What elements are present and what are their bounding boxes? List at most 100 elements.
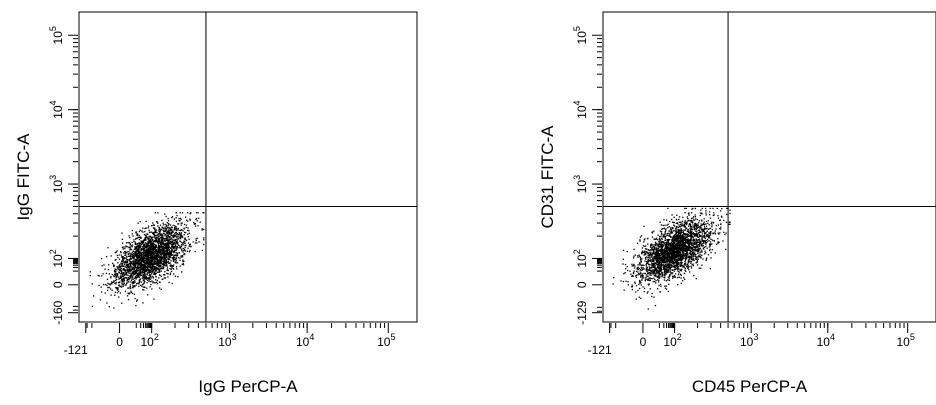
event-dot	[663, 266, 665, 268]
event-dot	[201, 228, 203, 230]
event-dot	[159, 274, 161, 277]
event-dot	[179, 220, 181, 222]
event-dot	[699, 238, 701, 240]
event-dot	[125, 277, 128, 279]
event-dot	[665, 230, 667, 232]
event-dot	[140, 267, 142, 269]
event-dot	[127, 264, 129, 266]
event-dot	[708, 232, 710, 234]
event-dot	[634, 265, 636, 267]
event-dot	[159, 281, 161, 283]
event-dot	[654, 262, 656, 265]
event-dot	[631, 284, 633, 286]
event-dot	[670, 263, 672, 265]
event-dot	[660, 254, 662, 257]
event-dot	[166, 239, 168, 241]
event-dot	[183, 234, 185, 236]
event-dot	[134, 281, 136, 283]
event-dot	[184, 231, 186, 234]
event-dot	[698, 219, 701, 222]
event-dot	[181, 263, 183, 265]
event-dot	[122, 285, 124, 288]
event-dot	[153, 272, 155, 274]
event-dot	[709, 237, 711, 239]
event-dot	[148, 250, 150, 252]
event-dot	[156, 254, 158, 256]
event-dot	[667, 258, 669, 261]
event-dot	[139, 272, 141, 274]
event-dot	[648, 279, 650, 282]
event-dot	[142, 231, 144, 233]
event-dot	[166, 253, 168, 255]
event-dot	[166, 251, 169, 253]
event-dot	[674, 234, 676, 236]
event-dot	[673, 230, 675, 232]
event-dot	[175, 233, 178, 235]
event-dot	[670, 232, 672, 234]
event-dot	[159, 266, 161, 268]
event-dot	[648, 283, 650, 285]
event-dot	[147, 262, 149, 264]
event-dot	[165, 227, 167, 230]
event-dot	[171, 244, 173, 246]
event-dot	[725, 248, 727, 251]
event-dot	[145, 245, 147, 247]
event-dot	[168, 250, 170, 252]
event-dot	[118, 254, 120, 256]
event-dot	[666, 259, 668, 262]
y-tick-exponent: 3	[48, 175, 58, 180]
event-dot	[693, 247, 696, 249]
event-dot	[685, 253, 688, 256]
event-dot	[668, 246, 670, 248]
event-dot	[144, 231, 146, 233]
event-dot	[698, 256, 701, 258]
event-dot	[670, 252, 672, 254]
event-dot	[695, 239, 697, 241]
event-dot	[128, 269, 130, 271]
event-dot	[163, 248, 165, 251]
event-dot	[139, 236, 141, 239]
event-dot	[672, 262, 674, 264]
event-dot	[119, 285, 121, 288]
event-dot	[671, 260, 673, 262]
event-dot	[651, 277, 653, 280]
event-dot	[692, 217, 694, 219]
event-dot	[703, 229, 705, 232]
event-dot	[138, 263, 140, 265]
event-dot	[657, 243, 659, 245]
event-dot	[684, 225, 686, 227]
x-axis-label: IgG PerCP-A	[198, 377, 298, 396]
event-dot	[684, 245, 687, 247]
event-dot	[691, 212, 693, 214]
event-dot	[140, 253, 143, 255]
event-dot	[153, 244, 155, 246]
event-dot	[640, 272, 642, 274]
event-dot	[697, 246, 699, 248]
event-dot	[684, 266, 686, 269]
event-dot	[675, 222, 677, 224]
event-dot	[627, 269, 629, 272]
event-dot	[157, 261, 160, 263]
event-dot	[688, 269, 690, 271]
event-dot	[122, 275, 125, 277]
event-dot	[687, 261, 689, 263]
event-dot	[686, 238, 689, 240]
event-dot	[682, 266, 684, 268]
event-dot	[694, 249, 696, 251]
event-dot	[203, 228, 205, 231]
event-dot	[708, 246, 711, 248]
event-dot	[160, 237, 163, 239]
event-dot	[683, 229, 685, 231]
event-dot	[667, 290, 670, 292]
event-dot	[689, 220, 691, 222]
event-dot	[168, 237, 170, 239]
event-dot	[687, 241, 690, 243]
event-dot	[177, 238, 179, 240]
event-dot	[130, 258, 132, 260]
event-dot	[183, 227, 185, 229]
event-dot	[650, 244, 652, 246]
event-dot	[202, 212, 204, 214]
event-dot	[127, 287, 129, 289]
event-dot	[146, 261, 148, 263]
event-dot	[139, 275, 141, 277]
